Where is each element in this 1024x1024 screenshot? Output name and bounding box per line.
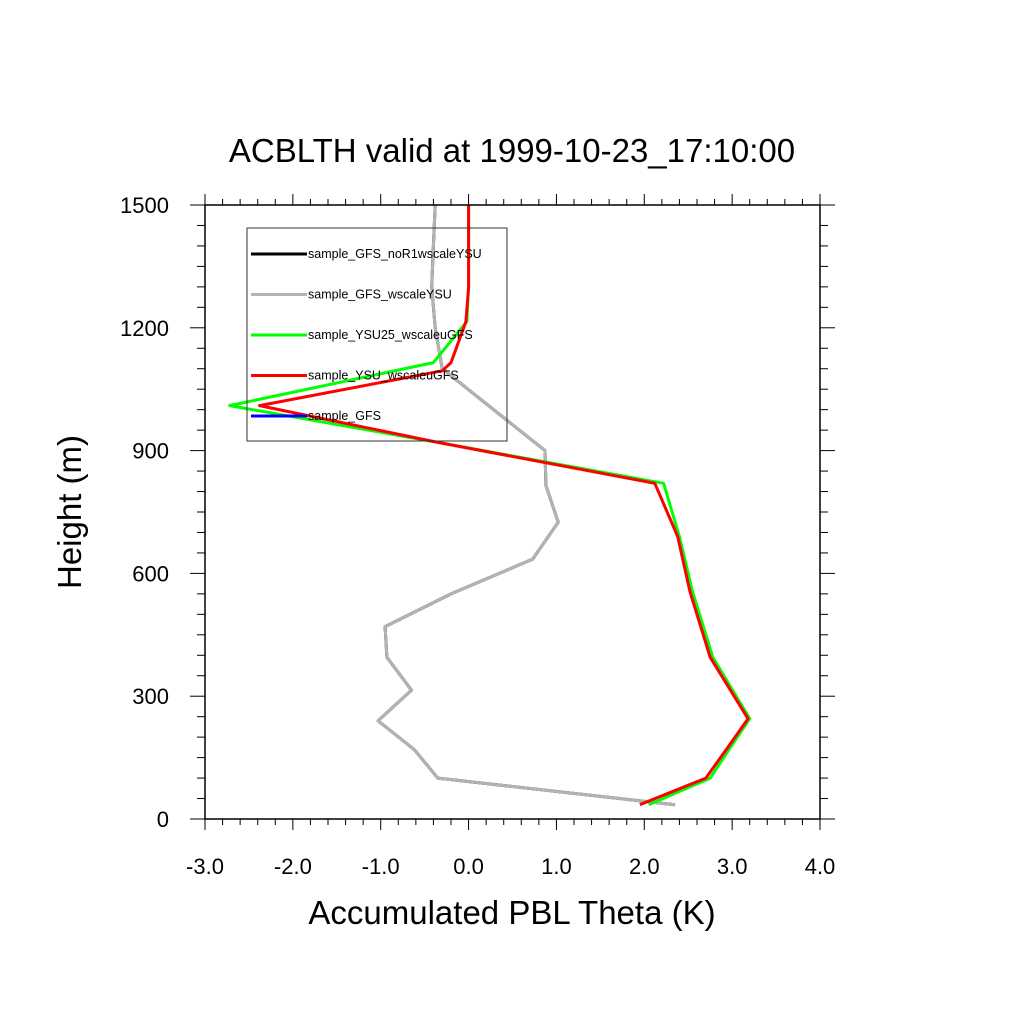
- legend-label: sample_GFS_wscaleYSU: [308, 288, 452, 302]
- legend-label: sample_YSU_wscaleuGFS: [308, 369, 459, 383]
- y-tick-label: 300: [132, 684, 169, 709]
- y-axis-label: Height (m): [51, 435, 88, 589]
- legend: sample_GFS_noR1wscaleYSU sample_GFS_wscal…: [246, 227, 508, 442]
- ticks: [190, 194, 835, 830]
- y-tick-label: 0: [157, 807, 169, 832]
- x-tick-label: 4.0: [805, 854, 836, 879]
- y-tick-label: 1500: [120, 193, 169, 218]
- y-tick-labels: 0 300 600 900 1200 1500: [120, 193, 169, 832]
- x-tick-label: 1.0: [541, 854, 572, 879]
- legend-entries: sample_GFS_noR1wscaleYSU sample_GFS_wscal…: [251, 247, 482, 423]
- y-tick-label: 1200: [120, 316, 169, 341]
- x-axis-label: Accumulated PBL Theta (K): [308, 894, 715, 931]
- x-tick-label: 3.0: [717, 854, 748, 879]
- x-tick-labels: -3.0 -2.0 -1.0 0.0 1.0 2.0 3.0 4.0: [186, 854, 835, 879]
- legend-label: sample_GFS_noR1wscaleYSU: [308, 247, 482, 261]
- chart-title: ACBLTH valid at 1999-10-23_17:10:00: [229, 132, 795, 169]
- plot-frame: [204, 204, 821, 820]
- x-tick-label: -1.0: [362, 854, 400, 879]
- x-tick-label: -3.0: [186, 854, 224, 879]
- y-tick-label: 600: [132, 561, 169, 586]
- legend-label: sample_GFS: [308, 409, 381, 423]
- y-tick-label: 900: [132, 439, 169, 464]
- plot-lines: [228, 204, 752, 807]
- legend-box: [246, 227, 508, 442]
- series-line-2: [376, 204, 676, 807]
- legend-label: sample_YSU25_wscaleuGFS: [308, 328, 473, 342]
- x-tick-label: 0.0: [453, 854, 484, 879]
- series-line-4: [258, 205, 750, 807]
- x-tick-label: -2.0: [274, 854, 312, 879]
- x-tick-label: 2.0: [629, 854, 660, 879]
